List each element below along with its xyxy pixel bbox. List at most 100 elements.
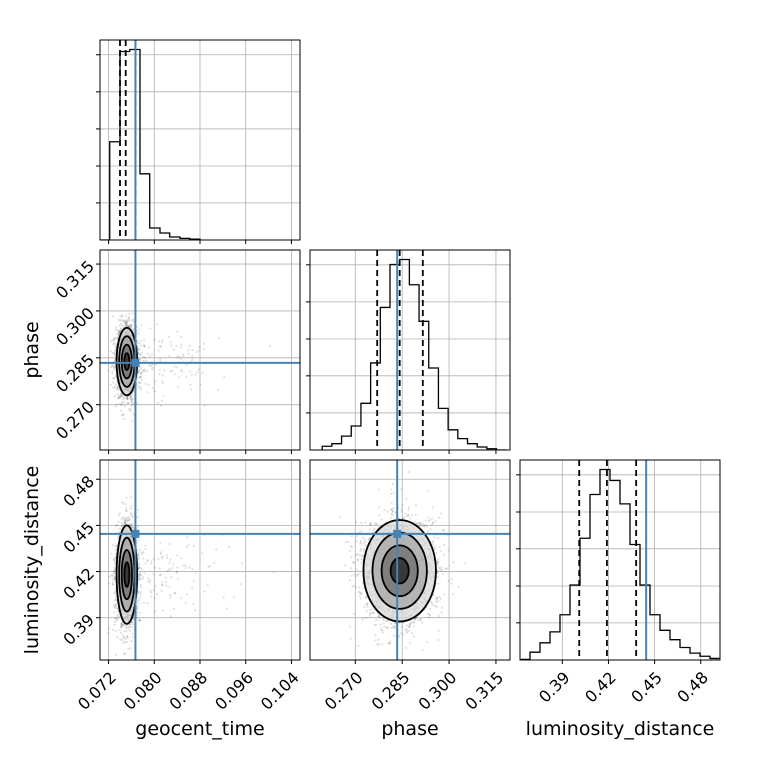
sample-point xyxy=(164,576,167,579)
truth-marker xyxy=(131,358,140,367)
sample-point xyxy=(112,611,116,614)
sample-point xyxy=(118,324,121,328)
sample-point xyxy=(125,509,128,512)
sample-point xyxy=(151,353,154,356)
sample-point xyxy=(146,559,149,563)
sample-point xyxy=(130,319,133,322)
sample-point xyxy=(116,337,119,341)
sample-point xyxy=(111,583,114,587)
sample-point xyxy=(114,388,117,391)
sample-point xyxy=(119,631,123,634)
sample-point xyxy=(124,518,127,521)
sample-point xyxy=(129,324,132,328)
sample-point xyxy=(135,402,139,405)
sample-point xyxy=(129,396,132,399)
sample-point xyxy=(176,330,179,333)
sample-point xyxy=(173,373,176,376)
sample-point xyxy=(127,325,130,328)
sample-point xyxy=(153,389,156,393)
sample-point xyxy=(116,336,119,339)
sample-point xyxy=(150,560,153,563)
sample-point xyxy=(146,352,150,355)
sample-point xyxy=(132,623,135,626)
sample-point xyxy=(165,584,168,587)
sample-point xyxy=(116,329,119,332)
sample-point xyxy=(107,631,110,635)
sample-point xyxy=(112,338,116,342)
sample-point xyxy=(187,544,190,547)
sample-point xyxy=(129,513,132,516)
sample-point xyxy=(120,394,123,397)
sample-point xyxy=(114,629,117,632)
sample-point xyxy=(128,318,131,321)
sample-point xyxy=(116,393,119,396)
sample-point xyxy=(137,562,141,565)
sample-point xyxy=(198,349,201,352)
sample-point xyxy=(128,518,131,521)
sample-point xyxy=(118,628,121,631)
sample-point xyxy=(124,320,127,323)
sample-point xyxy=(131,621,134,624)
sample-point xyxy=(213,561,216,564)
sample-point xyxy=(114,544,117,547)
sample-point xyxy=(140,552,144,556)
sample-point xyxy=(158,345,162,348)
sample-point xyxy=(137,370,140,373)
sample-point xyxy=(126,396,129,399)
panel-content xyxy=(100,250,300,450)
sample-point xyxy=(148,364,151,367)
sample-point xyxy=(111,544,114,547)
sample-point xyxy=(166,569,169,573)
sample-point xyxy=(171,566,174,570)
sample-point xyxy=(158,373,161,376)
sample-point xyxy=(185,593,188,596)
sample-point xyxy=(113,578,116,581)
sample-point xyxy=(152,573,155,576)
sample-point xyxy=(159,345,162,348)
sample-point xyxy=(132,413,135,416)
sample-point xyxy=(190,373,193,376)
sample-point xyxy=(142,601,146,604)
sample-point xyxy=(162,395,165,398)
sample-point xyxy=(137,573,140,576)
sample-point xyxy=(159,541,162,545)
sample-point xyxy=(115,619,118,622)
sample-point xyxy=(152,386,155,389)
sample-point xyxy=(130,496,133,499)
sample-point xyxy=(114,603,117,607)
sample-point xyxy=(167,568,171,571)
sample-point xyxy=(116,385,119,388)
sample-point xyxy=(137,352,140,356)
sample-point xyxy=(161,382,165,385)
sample-point xyxy=(138,376,142,379)
sample-point xyxy=(111,582,114,586)
sample-point xyxy=(132,329,135,332)
sample-point xyxy=(123,523,126,526)
sample-point xyxy=(127,316,130,319)
sample-point xyxy=(114,405,117,408)
sample-point xyxy=(120,622,123,626)
panel-phase-phase xyxy=(306,250,510,450)
sample-point xyxy=(175,344,178,348)
sample-point xyxy=(116,386,119,389)
sample-point xyxy=(147,580,150,583)
sample-point xyxy=(129,410,132,413)
sample-point xyxy=(114,559,117,562)
sample-point xyxy=(173,592,176,595)
sample-point xyxy=(119,328,122,331)
sample-point xyxy=(122,641,125,645)
sample-point xyxy=(185,375,188,378)
sample-point xyxy=(161,583,164,587)
sample-point xyxy=(180,557,183,560)
sample-point xyxy=(120,624,123,627)
sample-point xyxy=(139,354,142,357)
sample-point xyxy=(191,355,194,358)
sample-point xyxy=(131,515,134,518)
sample-point xyxy=(113,623,116,626)
sample-point xyxy=(112,376,115,380)
sample-point xyxy=(121,523,125,526)
sample-point xyxy=(127,647,130,650)
sample-point xyxy=(113,605,116,608)
sample-point xyxy=(130,400,133,403)
sample-point xyxy=(122,319,125,322)
